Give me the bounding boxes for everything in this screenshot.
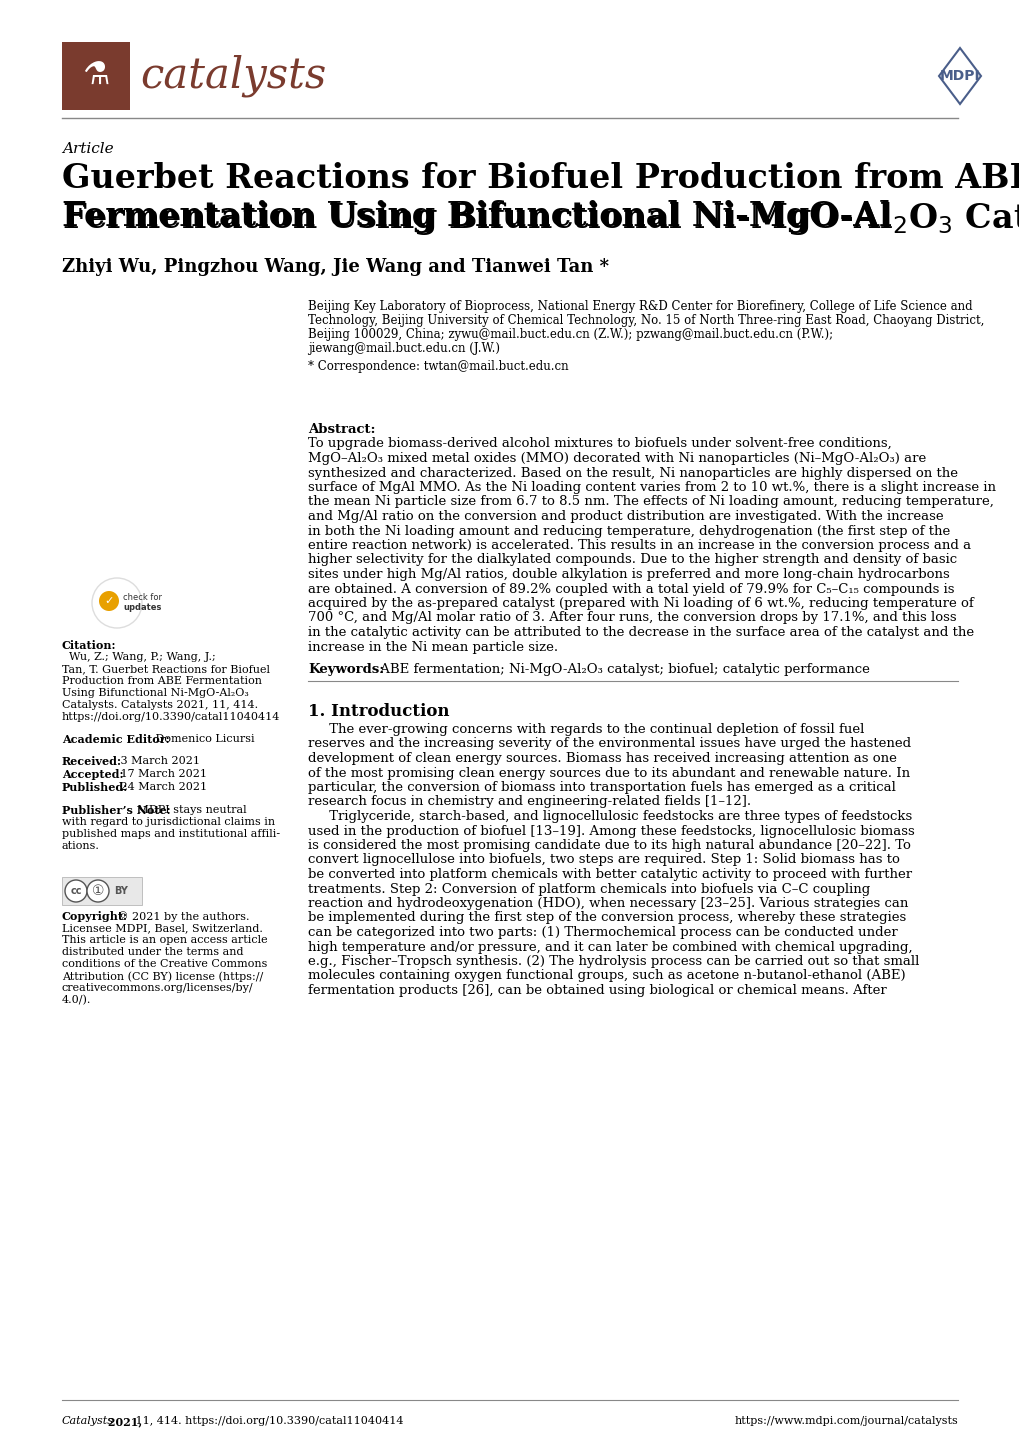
Circle shape — [65, 880, 87, 903]
Text: Technology, Beijing University of Chemical Technology, No. 15 of North Three-rin: Technology, Beijing University of Chemic… — [308, 314, 983, 327]
Text: Triglyceride, starch-based, and lignocellulosic feedstocks are three types of fe: Triglyceride, starch-based, and lignocel… — [308, 810, 911, 823]
Text: check for: check for — [123, 593, 162, 601]
Text: convert lignocellulose into biofuels, two steps are required. Step 1: Solid biom: convert lignocellulose into biofuels, tw… — [308, 854, 899, 867]
Text: Keywords:: Keywords: — [308, 663, 384, 676]
Text: Production from ABE Fermentation: Production from ABE Fermentation — [62, 676, 262, 686]
Text: https://www.mdpi.com/journal/catalysts: https://www.mdpi.com/journal/catalysts — [734, 1416, 957, 1426]
Text: creativecommons.org/licenses/by/: creativecommons.org/licenses/by/ — [62, 983, 254, 994]
Text: Using Bifunctional Ni-MgO-Al₂O₃: Using Bifunctional Ni-MgO-Al₂O₃ — [62, 688, 249, 698]
Text: Domenico Licursi: Domenico Licursi — [152, 734, 255, 744]
Text: are obtained. A conversion of 89.2% coupled with a total yield of 79.9% for C₅–C: are obtained. A conversion of 89.2% coup… — [308, 583, 954, 596]
Text: Accepted:: Accepted: — [62, 769, 123, 780]
Text: 4.0/).: 4.0/). — [62, 995, 92, 1005]
Text: reaction and hydrodeoxygenation (HDO), when necessary [23–25]. Various strategie: reaction and hydrodeoxygenation (HDO), w… — [308, 897, 908, 910]
Text: the mean Ni particle size from 6.7 to 8.5 nm. The effects of Ni loading amount, : the mean Ni particle size from 6.7 to 8.… — [308, 496, 993, 509]
Text: development of clean energy sources. Biomass has received increasing attention a: development of clean energy sources. Bio… — [308, 751, 896, 766]
Text: increase in the Ni mean particle size.: increase in the Ni mean particle size. — [308, 640, 557, 653]
Text: © 2021 by the authors.: © 2021 by the authors. — [114, 911, 250, 921]
Text: MgO–Al₂O₃ mixed metal oxides (MMO) decorated with Ni nanoparticles (Ni–MgO-Al₂O₃: MgO–Al₂O₃ mixed metal oxides (MMO) decor… — [308, 451, 925, 464]
Bar — [62, 42, 129, 110]
Text: 17 March 2021: 17 March 2021 — [117, 769, 207, 779]
Text: entire reaction network) is accelerated. This results in an increase in the conv: entire reaction network) is accelerated.… — [308, 539, 970, 552]
Text: Catalysts: Catalysts — [62, 1416, 114, 1426]
Text: Published:: Published: — [62, 782, 128, 793]
Text: 2021,: 2021, — [104, 1416, 142, 1428]
Text: Beijing 100029, China; zywu@mail.buct.edu.cn (Z.W.); pzwang@mail.buct.edu.cn (P.: Beijing 100029, China; zywu@mail.buct.ed… — [308, 327, 833, 340]
Text: ations.: ations. — [62, 841, 100, 851]
Text: ABE fermentation; Ni-MgO-Al₂O₃ catalyst; biofuel; catalytic performance: ABE fermentation; Ni-MgO-Al₂O₃ catalyst;… — [376, 663, 869, 676]
Text: Received:: Received: — [62, 756, 122, 767]
Text: 3 March 2021: 3 March 2021 — [117, 756, 200, 766]
Circle shape — [92, 578, 142, 629]
Text: ⚗: ⚗ — [83, 62, 110, 91]
Text: updates: updates — [123, 603, 161, 611]
Text: Zhiyi Wu, Pingzhou Wang, Jie Wang and Tianwei Tan *: Zhiyi Wu, Pingzhou Wang, Jie Wang and Ti… — [62, 258, 608, 275]
Text: reserves and the increasing severity of the environmental issues have urged the : reserves and the increasing severity of … — [308, 737, 910, 750]
Text: distributed under the terms and: distributed under the terms and — [62, 947, 244, 957]
Text: Fermentation Using Bifunctional Ni-MgO-Al: Fermentation Using Bifunctional Ni-MgO-A… — [62, 200, 891, 234]
Text: particular, the conversion of biomass into transportation fuels has emerged as a: particular, the conversion of biomass in… — [308, 782, 895, 795]
Text: 1. Introduction: 1. Introduction — [308, 704, 449, 720]
Text: 700 °C, and Mg/Al molar ratio of 3. After four runs, the conversion drops by 17.: 700 °C, and Mg/Al molar ratio of 3. Afte… — [308, 611, 956, 624]
Text: research focus in chemistry and engineering-related fields [1–12].: research focus in chemistry and engineer… — [308, 796, 750, 809]
Text: used in the production of biofuel [13–19]. Among these feedstocks, lignocellulos: used in the production of biofuel [13–19… — [308, 825, 914, 838]
Text: Tan, T. Guerbet Reactions for Biofuel: Tan, T. Guerbet Reactions for Biofuel — [62, 663, 270, 673]
Text: surface of MgAl MMO. As the Ni loading content varies from 2 to 10 wt.%, there i: surface of MgAl MMO. As the Ni loading c… — [308, 482, 995, 495]
Text: jiewang@mail.buct.edu.cn (J.W.): jiewang@mail.buct.edu.cn (J.W.) — [308, 342, 499, 355]
Text: with regard to jurisdictional claims in: with regard to jurisdictional claims in — [62, 818, 275, 828]
Text: This article is an open access article: This article is an open access article — [62, 934, 267, 945]
Text: Attribution (CC BY) license (https://: Attribution (CC BY) license (https:// — [62, 970, 263, 982]
Text: catalysts: catalysts — [140, 55, 326, 97]
Text: ✓: ✓ — [104, 596, 113, 606]
Text: ①: ① — [92, 884, 104, 898]
Text: The ever-growing concerns with regards to the continual depletion of fossil fuel: The ever-growing concerns with regards t… — [308, 722, 863, 735]
Text: is considered the most promising candidate due to its high natural abundance [20: is considered the most promising candida… — [308, 839, 910, 852]
Text: * Correspondence: twtan@mail.buct.edu.cn: * Correspondence: twtan@mail.buct.edu.cn — [308, 360, 568, 373]
Polygon shape — [938, 48, 980, 104]
Text: Abstract:: Abstract: — [308, 423, 375, 435]
Text: in the catalytic activity can be attributed to the decrease in the surface area : in the catalytic activity can be attribu… — [308, 626, 973, 639]
Text: can be categorized into two parts: (1) Thermochemical process can be conducted u: can be categorized into two parts: (1) T… — [308, 926, 897, 939]
Text: BY: BY — [114, 885, 127, 895]
Text: and Mg/Al ratio on the conversion and product distribution are investigated. Wit: and Mg/Al ratio on the conversion and pr… — [308, 510, 943, 523]
Text: higher selectivity for the dialkylated compounds. Due to the higher strength and: higher selectivity for the dialkylated c… — [308, 554, 956, 567]
Text: conditions of the Creative Commons: conditions of the Creative Commons — [62, 959, 267, 969]
Text: in both the Ni loading amount and reducing temperature, dehydrogenation (the fir: in both the Ni loading amount and reduci… — [308, 525, 950, 538]
Text: MDPI: MDPI — [938, 69, 979, 84]
Text: Beijing Key Laboratory of Bioprocess, National Energy R&D Center for Biorefinery: Beijing Key Laboratory of Bioprocess, Na… — [308, 300, 972, 313]
Text: MDPI stays neutral: MDPI stays neutral — [133, 805, 247, 815]
Circle shape — [99, 591, 119, 611]
Text: synthesized and characterized. Based on the result, Ni nanoparticles are highly : synthesized and characterized. Based on … — [308, 467, 957, 480]
Text: fermentation products [26], can be obtained using biological or chemical means. : fermentation products [26], can be obtai… — [308, 983, 886, 996]
Text: 11, 414. https://doi.org/10.3390/catal11040414: 11, 414. https://doi.org/10.3390/catal11… — [131, 1416, 404, 1426]
Text: Citation:: Citation: — [62, 640, 116, 650]
Text: Wu, Z.; Wang, P.; Wang, J.;: Wu, Z.; Wang, P.; Wang, J.; — [62, 652, 216, 662]
Text: Guerbet Reactions for Biofuel Production from ABE: Guerbet Reactions for Biofuel Production… — [62, 162, 1019, 195]
Text: sites under high Mg/Al ratios, double alkylation is preferred and more long-chai: sites under high Mg/Al ratios, double al… — [308, 568, 949, 581]
Text: be converted into platform chemicals with better catalytic activity to proceed w: be converted into platform chemicals wit… — [308, 868, 911, 881]
Text: 24 March 2021: 24 March 2021 — [117, 782, 207, 792]
Text: be implemented during the first step of the conversion process, whereby these st: be implemented during the first step of … — [308, 911, 905, 924]
Text: high temperature and/or pressure, and it can later be combined with chemical upg: high temperature and/or pressure, and it… — [308, 940, 912, 953]
Text: Licensee MDPI, Basel, Switzerland.: Licensee MDPI, Basel, Switzerland. — [62, 923, 263, 933]
Text: https://doi.org/10.3390/catal11040414: https://doi.org/10.3390/catal11040414 — [62, 712, 280, 722]
Text: of the most promising clean energy sources due to its abundant and renewable nat: of the most promising clean energy sourc… — [308, 767, 909, 780]
Text: Copyright:: Copyright: — [62, 911, 127, 921]
Circle shape — [87, 880, 109, 903]
Text: Publisher’s Note:: Publisher’s Note: — [62, 805, 170, 816]
Bar — [62, 877, 142, 906]
Text: Article: Article — [62, 141, 113, 156]
Text: molecules containing oxygen functional groups, such as acetone n-butanol-ethanol: molecules containing oxygen functional g… — [308, 969, 905, 982]
Text: published maps and institutional affili-: published maps and institutional affili- — [62, 829, 280, 839]
Text: acquired by the as-prepared catalyst (prepared with Ni loading of 6 wt.%, reduci: acquired by the as-prepared catalyst (pr… — [308, 597, 973, 610]
Text: Academic Editor:: Academic Editor: — [62, 734, 169, 746]
Text: Catalysts. Catalysts 2021, 11, 414.: Catalysts. Catalysts 2021, 11, 414. — [62, 699, 258, 709]
Text: To upgrade biomass-derived alcohol mixtures to biofuels under solvent-free condi: To upgrade biomass-derived alcohol mixtu… — [308, 437, 891, 450]
Text: treatments. Step 2: Conversion of platform chemicals into biofuels via C–C coupl: treatments. Step 2: Conversion of platfo… — [308, 883, 869, 895]
Text: e.g., Fischer–Tropsch synthesis. (2) The hydrolysis process can be carried out s: e.g., Fischer–Tropsch synthesis. (2) The… — [308, 955, 918, 968]
Text: Fermentation Using Bifunctional Ni-MgO-Al$_2$O$_3$ Catalysts: Fermentation Using Bifunctional Ni-MgO-A… — [62, 200, 1019, 236]
Text: cc: cc — [70, 885, 82, 895]
